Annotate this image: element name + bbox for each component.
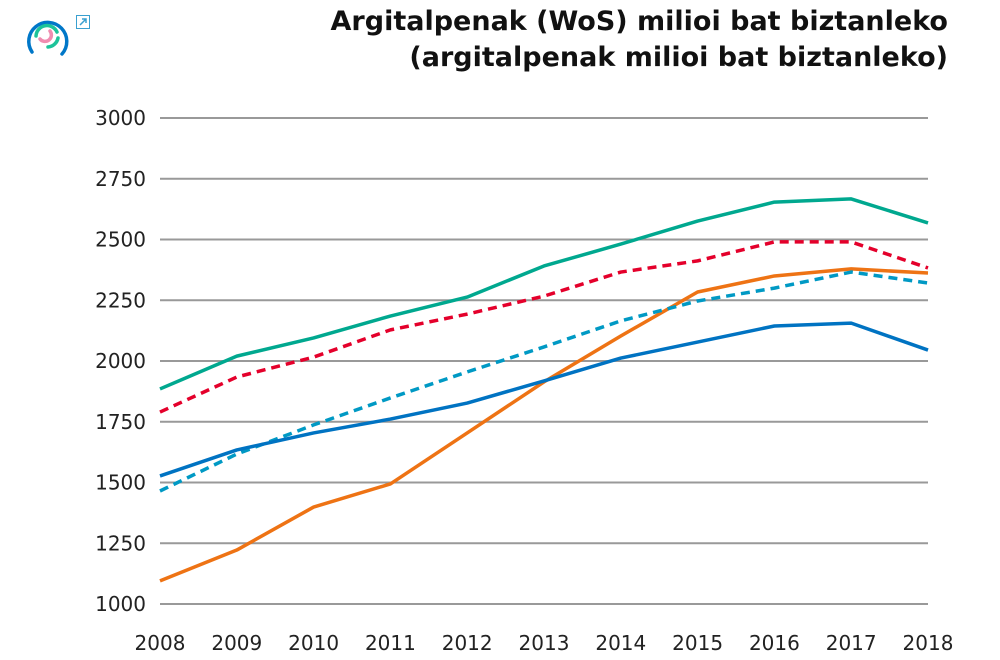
- y-tick-label: 1500: [95, 471, 146, 495]
- y-tick-label: 2750: [95, 167, 146, 191]
- logo-icon: [27, 20, 69, 56]
- x-tick-label: 2016: [749, 631, 800, 655]
- x-tick-label: 2015: [672, 631, 723, 655]
- x-tick-label: 2018: [903, 631, 954, 655]
- y-tick-label: 2500: [95, 228, 146, 252]
- y-tick-label: 1750: [95, 410, 146, 434]
- x-tick-label: 2009: [211, 631, 262, 655]
- y-tick-label: 1000: [95, 592, 146, 616]
- y-tick-label: 1250: [95, 531, 146, 555]
- x-tick-label: 2010: [288, 631, 339, 655]
- y-tick-label: 2000: [95, 349, 146, 373]
- y-tick-label: 2250: [95, 288, 146, 312]
- chart-title-block: Argitalpenak (WoS) milioi bat biztanleko…: [331, 4, 948, 76]
- x-tick-label: 2017: [826, 631, 877, 655]
- x-tick-label: 2008: [135, 631, 186, 655]
- chart-subtitle: (argitalpenak milioi bat biztanleko): [409, 42, 948, 73]
- series-line-2: [159, 267, 929, 583]
- y-tick-label: 3000: [95, 106, 146, 130]
- x-tick-label: 2012: [442, 631, 493, 655]
- chart-title: Argitalpenak (WoS) milioi bat biztanleko: [330, 6, 948, 37]
- external-link-icon[interactable]: [76, 15, 90, 29]
- series-line-1: [159, 240, 929, 414]
- x-tick-label: 2014: [595, 631, 646, 655]
- x-tick-label: 2013: [519, 631, 570, 655]
- x-tick-label: 2011: [365, 631, 416, 655]
